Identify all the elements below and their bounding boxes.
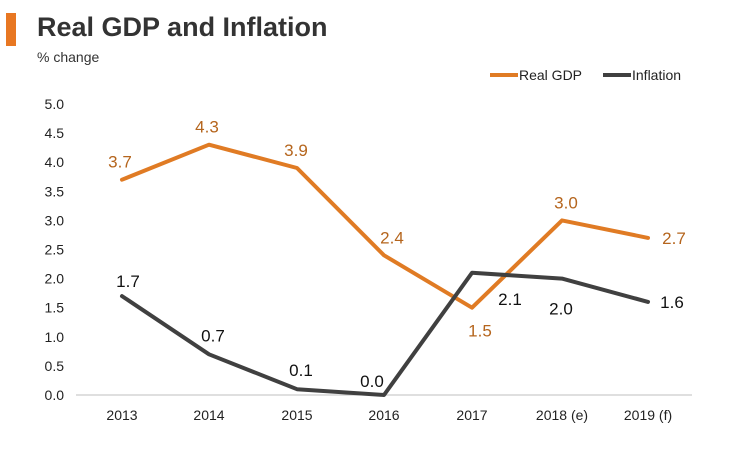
legend-label-inflation: Inflation — [632, 67, 681, 83]
chart-subtitle: % change — [37, 49, 100, 65]
series-line-inflation — [120, 270, 650, 397]
data-label-inflation: 0.0 — [360, 372, 384, 391]
y-tick-label: 2.5 — [45, 242, 65, 258]
data-label-real-gdp: 4.3 — [195, 118, 219, 137]
y-tick-label: 4.5 — [45, 125, 65, 141]
legend: Real GDP Inflation — [490, 67, 681, 83]
y-tick-label: 3.0 — [45, 212, 65, 228]
x-tick-label: 2014 — [193, 407, 224, 423]
legend-label-real-gdp: Real GDP — [519, 67, 582, 83]
series-line-real-gdp — [120, 142, 650, 310]
data-label-real-gdp: 3.9 — [284, 141, 308, 160]
data-labels: 3.7 4.3 3.9 2.4 1.5 3.0 2.7 1.7 0.7 0.1 0.0 2.1 2.0 1… — [108, 118, 686, 391]
series-group — [120, 142, 650, 397]
data-label-inflation: 2.1 — [498, 290, 522, 309]
x-tick-label: 2013 — [106, 407, 137, 423]
data-label-inflation: 0.7 — [201, 326, 225, 345]
data-label-real-gdp: 2.7 — [662, 229, 686, 248]
data-label-real-gdp: 3.7 — [108, 153, 132, 172]
y-tick-label: 1.0 — [45, 329, 65, 345]
y-tick-label: 3.5 — [45, 183, 65, 199]
y-tick-label: 2.0 — [45, 271, 65, 287]
data-label-inflation: 1.7 — [116, 272, 140, 291]
y-tick-label: 1.5 — [45, 300, 65, 316]
x-tick-label: 2019 (f) — [624, 407, 672, 423]
data-label-inflation: 1.6 — [660, 293, 684, 312]
data-label-real-gdp: 3.0 — [554, 193, 578, 212]
data-label-real-gdp: 2.4 — [380, 228, 404, 247]
x-tick-label: 2018 (e) — [536, 407, 588, 423]
x-tick-label: 2015 — [281, 407, 312, 423]
title-accent-bar — [6, 13, 16, 46]
y-tick-label: 4.0 — [45, 154, 65, 170]
y-tick-label: 0.5 — [45, 358, 65, 374]
x-tick-label: 2016 — [368, 407, 399, 423]
y-tick-label: 5.0 — [45, 96, 65, 112]
data-label-real-gdp: 1.5 — [468, 322, 492, 341]
data-label-inflation: 2.0 — [549, 300, 573, 319]
x-tick-label: 2017 — [456, 407, 487, 423]
y-tick-label: 0.0 — [45, 387, 65, 403]
chart-title: Real GDP and Inflation — [37, 12, 328, 42]
data-label-inflation: 0.1 — [289, 361, 313, 380]
axes: 0.0 0.5 1.0 1.5 2.0 2.5 3.0 3.5 4.0 4.5 5.0 2013 201… — [45, 96, 692, 423]
